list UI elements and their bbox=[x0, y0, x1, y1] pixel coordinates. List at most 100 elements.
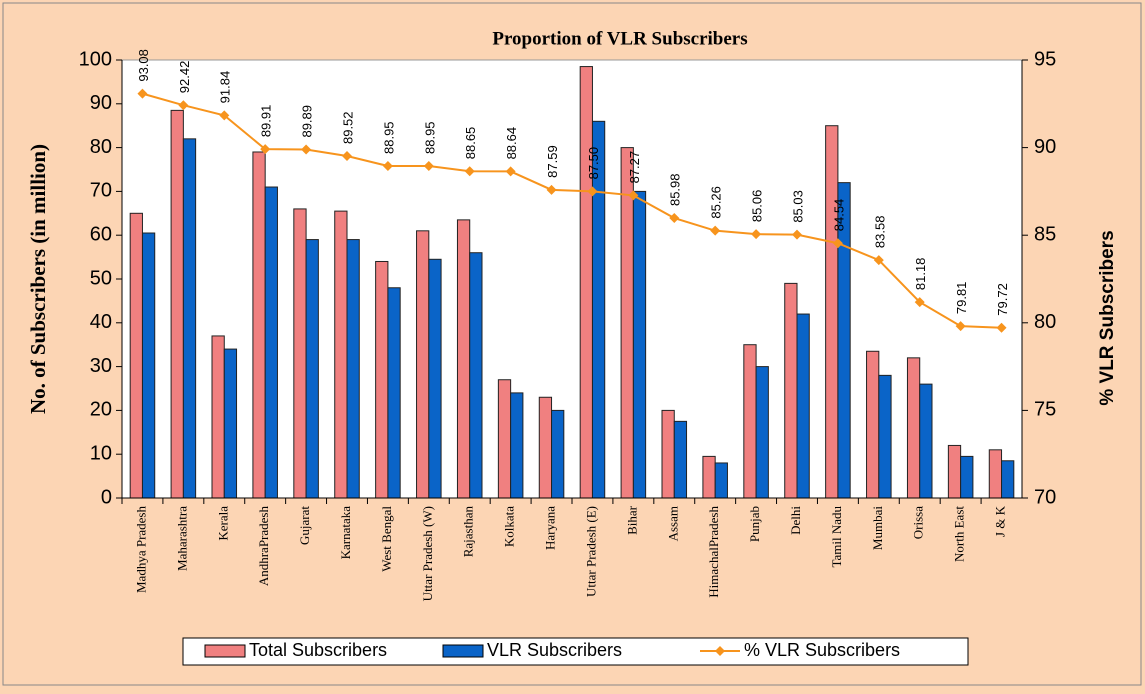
data-label: 83.58 bbox=[872, 216, 887, 249]
bar bbox=[252, 151, 266, 499]
marker bbox=[137, 88, 148, 99]
bar bbox=[346, 239, 360, 499]
bar bbox=[182, 138, 197, 499]
x-tick-label: Delhi bbox=[788, 506, 803, 535]
legend-label: Total Subscribers bbox=[249, 640, 387, 660]
marker bbox=[628, 190, 639, 201]
legend-swatch bbox=[204, 644, 246, 658]
data-label: 92.42 bbox=[177, 61, 192, 94]
bar bbox=[170, 109, 184, 499]
bar bbox=[714, 462, 728, 499]
x-tick-label: J & K bbox=[993, 505, 1008, 537]
x-tick-label: Bihar bbox=[624, 505, 639, 535]
marker bbox=[996, 322, 1007, 333]
data-label: 93.08 bbox=[136, 49, 151, 82]
data-label: 88.95 bbox=[381, 121, 396, 154]
data-label: 85.03 bbox=[790, 190, 805, 223]
x-tick-label: Punjab bbox=[747, 506, 762, 542]
legend-marker bbox=[715, 646, 725, 656]
marker bbox=[710, 225, 721, 236]
y-tick-label: 30 bbox=[90, 355, 112, 377]
bar bbox=[906, 357, 921, 499]
marker bbox=[914, 297, 925, 308]
bar bbox=[375, 260, 389, 499]
y-tick-label: 100 bbox=[79, 48, 112, 70]
bar bbox=[305, 239, 319, 499]
x-tick-label: Kerala bbox=[215, 506, 230, 541]
data-label: 89.89 bbox=[300, 105, 315, 138]
data-label: 87.59 bbox=[545, 145, 560, 178]
legend bbox=[182, 637, 969, 666]
y2-tick-label: 95 bbox=[1034, 48, 1056, 70]
x-tick-label: HimachalPradesh bbox=[706, 506, 721, 598]
y2-tick-label: 75 bbox=[1034, 399, 1056, 421]
bar bbox=[538, 396, 553, 499]
marker bbox=[260, 144, 271, 155]
y-tick-label: 0 bbox=[101, 486, 112, 508]
x-tick-label: Uttar Pradesh (E) bbox=[583, 506, 598, 597]
chart-title: Proportion of VLR Subscribers bbox=[492, 28, 747, 49]
data-label: 89.52 bbox=[340, 111, 355, 144]
y-tick-label: 70 bbox=[90, 180, 112, 202]
marker bbox=[832, 238, 843, 249]
bar bbox=[796, 313, 810, 499]
y-tick-label: 40 bbox=[90, 311, 112, 333]
y-tick-label: 20 bbox=[90, 399, 112, 421]
bar bbox=[456, 219, 471, 499]
data-label: 88.95 bbox=[422, 121, 437, 154]
bar bbox=[878, 374, 892, 499]
x-tick-label: Madhya Pradesh bbox=[133, 506, 148, 594]
bar bbox=[293, 208, 307, 499]
legend-label: % VLR Subscribers bbox=[744, 640, 900, 660]
marker bbox=[751, 229, 762, 240]
x-tick-label: West Bengal bbox=[379, 506, 394, 572]
marker bbox=[587, 186, 598, 197]
marker bbox=[669, 213, 680, 224]
bar bbox=[141, 232, 156, 499]
y2-axis-label: % VLR Subscribers bbox=[1097, 230, 1118, 405]
bar bbox=[947, 444, 962, 499]
marker bbox=[546, 184, 557, 195]
bar bbox=[673, 420, 688, 499]
bar bbox=[661, 409, 675, 499]
data-label: 91.84 bbox=[218, 71, 233, 104]
x-tick-label: Haryana bbox=[543, 506, 558, 550]
bar bbox=[510, 392, 524, 499]
y2-tick-label: 90 bbox=[1034, 136, 1056, 158]
bar bbox=[551, 409, 565, 499]
x-tick-label: Mumbai bbox=[870, 506, 885, 550]
bar bbox=[784, 282, 798, 499]
bar bbox=[1001, 460, 1015, 499]
y-tick-label: 10 bbox=[90, 442, 112, 464]
y-tick-label: 80 bbox=[90, 136, 112, 158]
marker bbox=[955, 321, 966, 332]
bar bbox=[416, 230, 430, 499]
data-label: 79.81 bbox=[954, 282, 969, 315]
bar bbox=[334, 210, 348, 499]
data-label: 85.06 bbox=[750, 190, 765, 223]
x-tick-label: Karnataka bbox=[338, 506, 353, 560]
data-label: 85.98 bbox=[668, 173, 683, 206]
bar bbox=[702, 455, 716, 499]
x-tick-label: Assam bbox=[665, 506, 680, 541]
marker bbox=[873, 255, 884, 266]
bar bbox=[988, 449, 1003, 499]
legend-swatch bbox=[442, 644, 484, 658]
bar bbox=[866, 350, 880, 499]
data-label: 81.18 bbox=[913, 258, 928, 291]
bar bbox=[129, 212, 143, 499]
bar bbox=[223, 348, 238, 499]
bar bbox=[755, 366, 769, 499]
bar bbox=[960, 455, 974, 499]
bar bbox=[579, 66, 593, 499]
bar bbox=[620, 147, 634, 499]
bar bbox=[632, 190, 647, 499]
x-tick-label: Maharashtra bbox=[174, 506, 189, 571]
bar bbox=[497, 379, 512, 499]
marker bbox=[423, 160, 434, 171]
bar bbox=[743, 344, 757, 499]
y2-tick-label: 70 bbox=[1034, 486, 1056, 508]
y-axis-label: No. of Subscribers (in million) bbox=[26, 144, 50, 414]
marker bbox=[301, 144, 312, 155]
y-tick-label: 60 bbox=[90, 223, 112, 245]
